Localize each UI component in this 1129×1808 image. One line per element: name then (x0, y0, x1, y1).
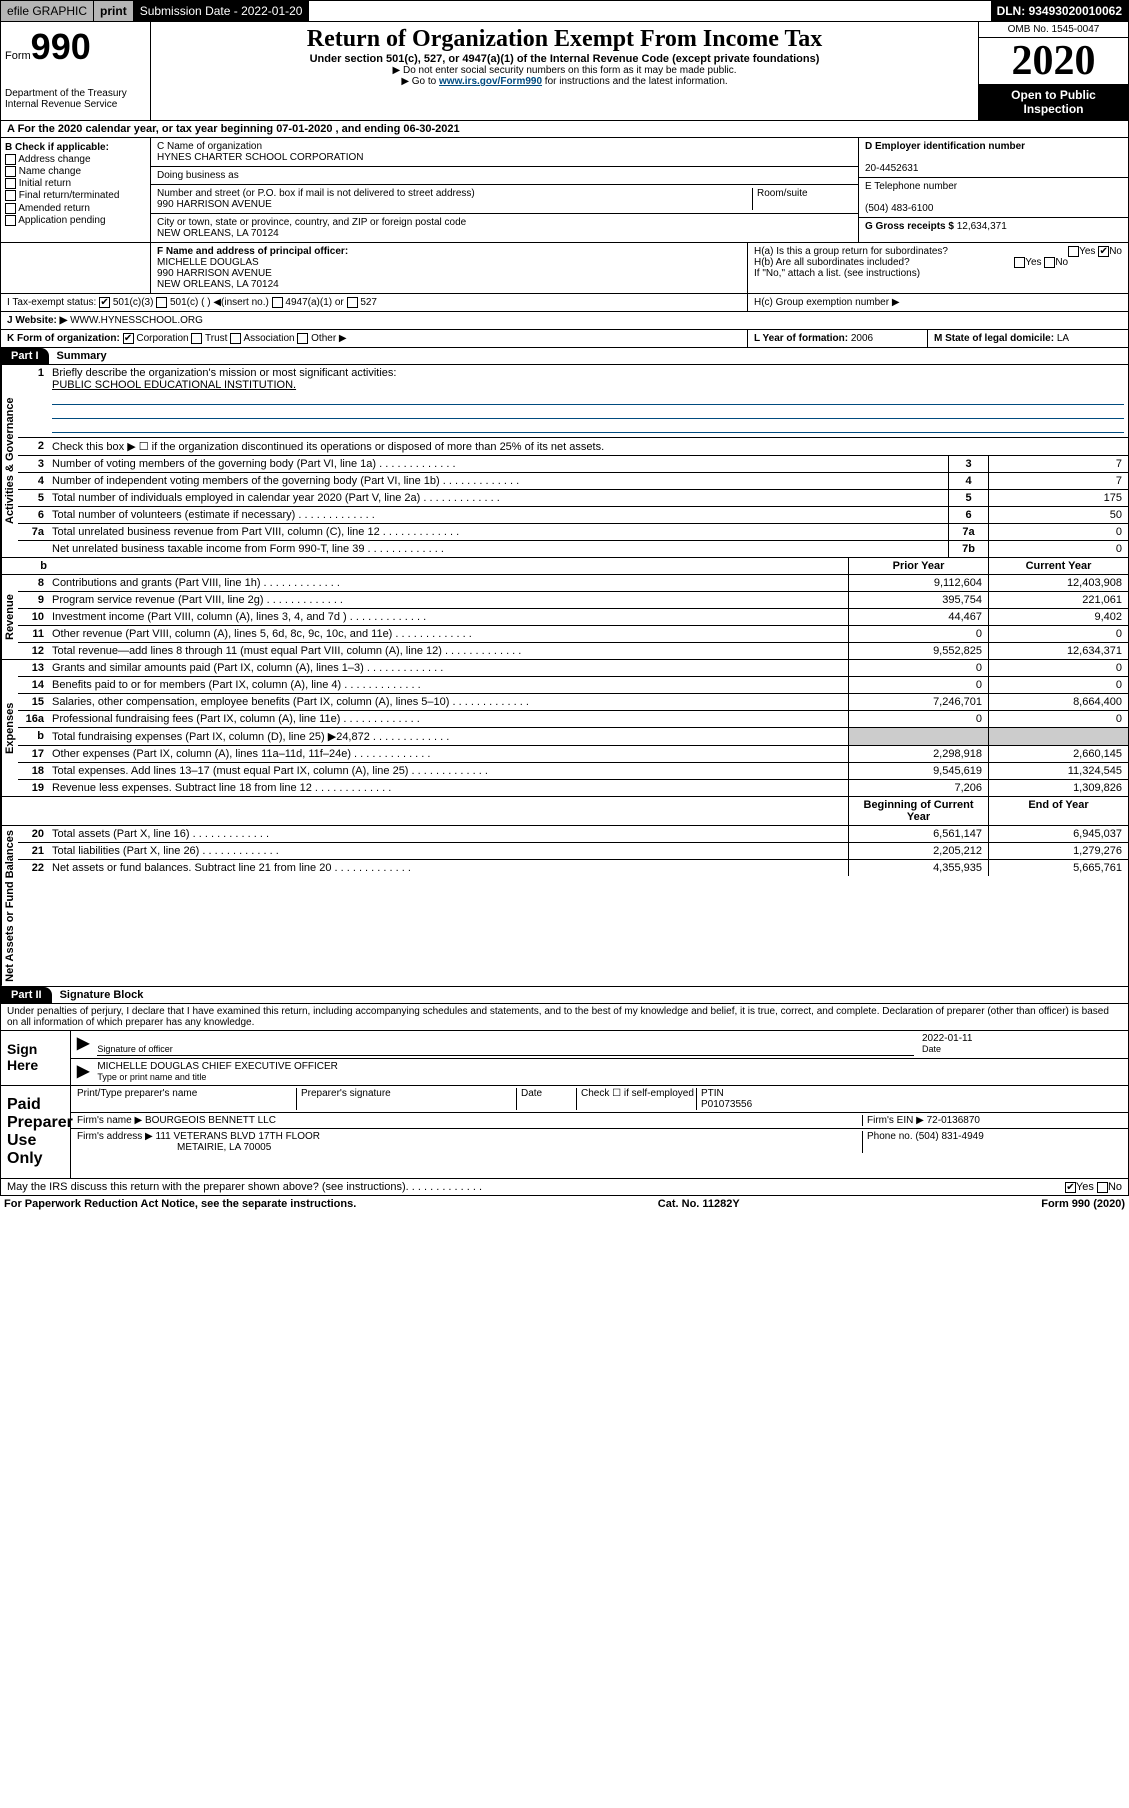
discuss-question: May the IRS discuss this return with the… (7, 1181, 406, 1193)
paid-preparer-label: Paid Preparer Use Only (1, 1086, 71, 1178)
firm-addr2: METAIRIE, LA 70005 (177, 1142, 271, 1153)
form-org-label: K Form of organization: (7, 333, 120, 344)
declaration-text: Under penalties of perjury, I declare th… (0, 1004, 1129, 1031)
firm-name: BOURGEOIS BENNETT LLC (145, 1115, 276, 1126)
firm-addr1: 111 VETERANS BLVD 17TH FLOOR (156, 1131, 321, 1142)
city-label: City or town, state or province, country… (157, 217, 466, 228)
org-name: HYNES CHARTER SCHOOL CORPORATION (157, 152, 364, 163)
form-header: Form990 Department of the Treasury Inter… (0, 22, 1129, 121)
h-a: H(a) Is this a group return for subordin… (754, 246, 1122, 257)
col-begin-year: Beginning of Current Year (848, 797, 988, 825)
part1-title: Summary (49, 348, 115, 364)
ptin: P01073556 (701, 1099, 752, 1110)
form-note1: ▶ Do not enter social security numbers o… (155, 65, 974, 76)
firm-phone: (504) 831-4949 (915, 1131, 983, 1142)
top-bar: efile GRAPHIC print Submission Date - 20… (0, 0, 1129, 22)
tab-governance: Activities & Governance (1, 365, 18, 557)
omb-number: OMB No. 1545-0047 (979, 22, 1128, 38)
footer-mid: Cat. No. 11282Y (658, 1198, 740, 1210)
dept-treasury: Department of the Treasury (5, 88, 146, 99)
col-end-year: End of Year (988, 797, 1128, 825)
form-note2: ▶ Go to www.irs.gov/Form990 for instruct… (155, 76, 974, 87)
col-b-checkboxes: B Check if applicable: Address change Na… (1, 138, 151, 242)
firm-ein: 72-0136870 (927, 1115, 980, 1126)
gross-label: G Gross receipts $ (865, 221, 957, 232)
gross-receipts: 12,634,371 (957, 221, 1007, 232)
q1-value: PUBLIC SCHOOL EDUCATIONAL INSTITUTION. (52, 379, 296, 391)
irs-label: Internal Revenue Service (5, 99, 146, 110)
telephone: (504) 483-6100 (865, 203, 933, 214)
form-title: Return of Organization Exempt From Incom… (155, 26, 974, 53)
h-b: H(b) Are all subordinates included? Yes … (754, 257, 1122, 268)
h-c: H(c) Group exemption number ▶ (748, 294, 1128, 311)
print-button[interactable]: print (94, 1, 134, 21)
officer-addr1: 990 HARRISON AVENUE (157, 268, 272, 279)
part1-tab: Part I (1, 348, 49, 364)
website-url[interactable]: WWW.HYNESSCHOOL.ORG (67, 315, 203, 326)
col-current-year: Current Year (988, 558, 1128, 574)
year-formation: 2006 (851, 333, 873, 344)
website-label: J Website: ▶ (7, 315, 67, 326)
ein-label: D Employer identification number (865, 141, 1025, 152)
form-number: Form990 (5, 26, 146, 68)
dba-label: Doing business as (157, 170, 239, 181)
footer-left: For Paperwork Reduction Act Notice, see … (4, 1198, 356, 1210)
officer-sig-name: MICHELLE DOUGLAS CHIEF EXECUTIVE OFFICER (97, 1061, 338, 1072)
tax-year: 2020 (979, 38, 1128, 84)
tab-expenses: Expenses (1, 660, 18, 796)
officer-label: F Name and address of principal officer: (157, 246, 348, 257)
irs-link[interactable]: www.irs.gov/Form990 (439, 76, 542, 87)
footer-right: Form 990 (2020) (1041, 1198, 1125, 1210)
sign-date: 2022-01-11 (922, 1033, 972, 1044)
state-domicile: LA (1057, 333, 1069, 344)
h-b-note: If "No," attach a list. (see instruction… (754, 268, 1122, 279)
open-public: Open to Public Inspection (979, 84, 1128, 120)
q2-text: Check this box ▶ ☐ if the organization d… (48, 438, 1128, 455)
part2-title: Signature Block (52, 987, 152, 1003)
submission-date: Submission Date - 2022-01-20 (134, 1, 310, 21)
street-address: 990 HARRISON AVENUE (157, 199, 272, 210)
efile-button[interactable]: efile GRAPHIC (1, 1, 94, 21)
row-a-tax-year: A For the 2020 calendar year, or tax yea… (0, 121, 1129, 138)
ein-value: 20-4452631 (865, 163, 918, 174)
sign-here-label: Sign Here (1, 1031, 71, 1085)
tab-netassets: Net Assets or Fund Balances (1, 826, 18, 986)
officer-addr2: NEW ORLEANS, LA 70124 (157, 279, 279, 290)
room-label: Room/suite (752, 188, 852, 210)
officer-name: MICHELLE DOUGLAS (157, 257, 259, 268)
addr-label: Number and street (or P.O. box if mail i… (157, 188, 475, 199)
q1-label: Briefly describe the organization's miss… (52, 367, 396, 379)
form-subtitle: Under section 501(c), 527, or 4947(a)(1)… (155, 53, 974, 65)
part2-tab: Part II (1, 987, 52, 1003)
tab-revenue: Revenue (1, 575, 18, 659)
tax-exempt-label: I Tax-exempt status: (7, 297, 96, 308)
dln: DLN: 93493020010062 (991, 1, 1128, 21)
city-state-zip: NEW ORLEANS, LA 70124 (157, 228, 279, 239)
col-prior-year: Prior Year (848, 558, 988, 574)
tel-label: E Telephone number (865, 181, 957, 192)
org-name-label: C Name of organization (157, 141, 262, 152)
